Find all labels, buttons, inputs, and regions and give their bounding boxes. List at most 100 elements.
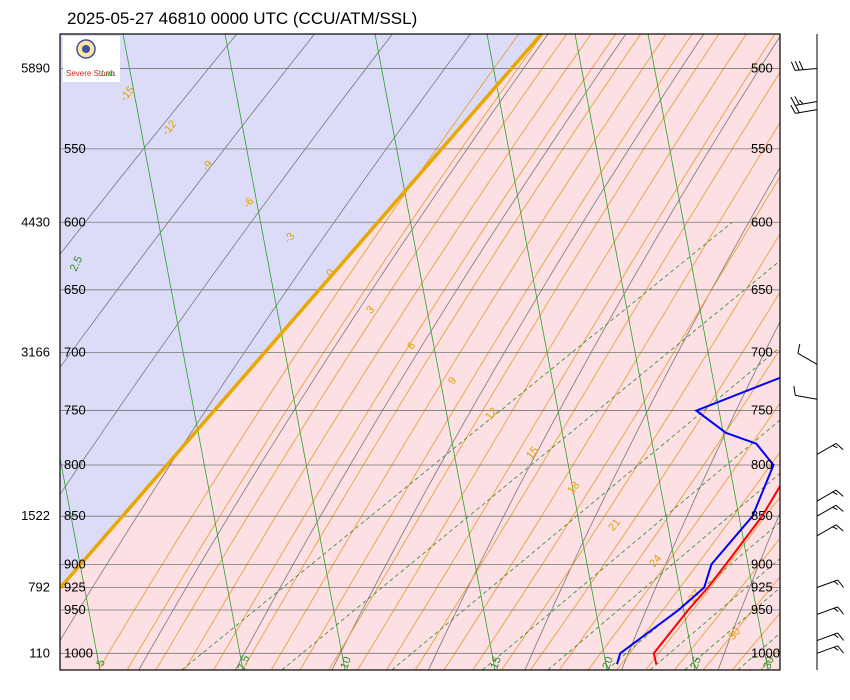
parcel-path-line xyxy=(60,34,544,590)
pressure-label-right: 600 xyxy=(751,214,773,229)
moist-adiabat xyxy=(126,34,544,670)
dry-adiabat xyxy=(815,34,850,670)
moist-adiabat xyxy=(530,291,780,670)
isotherm-label: 15 xyxy=(488,655,503,671)
wind-barb xyxy=(816,524,844,537)
barb-feather xyxy=(835,504,844,512)
barb-feather xyxy=(799,99,804,105)
barb-feather xyxy=(835,489,844,497)
moist-adiabat xyxy=(818,25,850,670)
barb-feather xyxy=(794,61,800,71)
pressure-label-right: 800 xyxy=(751,457,773,472)
plot-frame xyxy=(59,33,781,671)
moist-adiabat xyxy=(674,537,780,670)
pressure-label-right: 950 xyxy=(751,602,773,617)
wind-barb xyxy=(816,606,844,615)
temperature-line xyxy=(652,484,780,665)
barb-feather xyxy=(833,607,839,612)
barb-feather xyxy=(832,491,838,495)
barb-feather xyxy=(833,633,839,639)
barb-shaft xyxy=(816,645,838,654)
pressure-label-left: 950 xyxy=(64,602,86,617)
moist-adiabat xyxy=(616,451,780,670)
barb-feather xyxy=(793,385,796,396)
wind-barb xyxy=(790,60,818,71)
wind-barb xyxy=(790,104,818,114)
barb-shaft xyxy=(797,352,818,365)
moist-adiabat xyxy=(702,576,780,670)
moist-adiabat xyxy=(443,121,780,670)
height-label: 110 xyxy=(29,645,50,660)
dry-adiabat xyxy=(60,34,315,369)
barb-shaft xyxy=(816,489,837,502)
moist-adiabat xyxy=(386,34,776,670)
height-axis-labels: 5890 4430 3166 1522 792 110 xyxy=(21,60,50,660)
wind-barbs xyxy=(790,60,844,654)
moist-adiabat xyxy=(242,34,642,670)
barb-shaft xyxy=(816,579,838,588)
mixing-ratio-label: 2.5 xyxy=(68,254,85,273)
pressure-label-right: 650 xyxy=(751,282,773,297)
isotherm-label: 25 xyxy=(688,655,703,671)
logo-text: Severe Storm xyxy=(66,69,115,78)
barb-feather xyxy=(790,104,796,114)
pressure-label-left: 550 xyxy=(64,141,86,156)
pressure-label-left: 925 xyxy=(64,580,86,595)
pressure-label-right: 500 xyxy=(751,60,773,75)
pressure-label-left: 600 xyxy=(64,214,86,229)
pressure-label-right: 850 xyxy=(751,508,773,523)
height-label: 4430 xyxy=(21,214,50,229)
moist-adiabat xyxy=(213,34,617,670)
barb-feather xyxy=(798,60,804,70)
barb-feather xyxy=(790,61,796,71)
isobars xyxy=(60,68,780,654)
moist-adiabat xyxy=(645,496,780,670)
height-label: 3166 xyxy=(21,344,50,359)
barb-feather xyxy=(837,632,844,641)
barb-feather xyxy=(837,579,844,588)
pressure-label-right: 900 xyxy=(751,556,773,571)
moist-adiabat xyxy=(472,175,780,670)
moist-adiabat xyxy=(328,34,720,670)
isotherm-label: 30 xyxy=(761,655,776,671)
moist-adiabat xyxy=(270,34,667,670)
pressure-label-left: 700 xyxy=(64,344,86,359)
logo-suffix: Lab. xyxy=(101,69,117,78)
barb-shaft xyxy=(816,606,838,615)
barb-feather xyxy=(833,646,839,651)
lab-logo: Severe Storm Lab. xyxy=(63,36,120,82)
barb-feather xyxy=(794,104,800,113)
pressure-label-left: 650 xyxy=(64,282,86,297)
pressure-label-left: 800 xyxy=(64,457,86,472)
barb-feather xyxy=(835,443,844,451)
moist-adiabat xyxy=(501,233,780,670)
isotherm-label: 5 xyxy=(94,658,107,668)
barb-feather xyxy=(837,606,844,615)
barb-feather xyxy=(794,96,800,105)
dry-adiabat xyxy=(60,34,238,256)
moist-adiabat xyxy=(587,402,780,670)
height-label: 1522 xyxy=(21,508,50,523)
barb-shaft xyxy=(816,504,837,517)
pressure-label-right: 1000 xyxy=(751,645,780,660)
isotherm-label: 10 xyxy=(338,655,353,671)
pressure-label-right: 750 xyxy=(751,403,773,418)
wind-barb xyxy=(816,442,844,455)
wind-barb xyxy=(793,385,818,400)
barb-shaft xyxy=(795,394,818,400)
barb-shaft xyxy=(816,524,837,537)
moist-adiabat xyxy=(414,71,780,670)
pressure-label-right: 550 xyxy=(751,141,773,156)
height-label: 792 xyxy=(28,580,50,595)
wind-barb xyxy=(816,489,844,502)
height-label: 5890 xyxy=(21,60,50,75)
chart-title: 2025-05-27 46810 0000 UTC (CCU/ATM/SSL) xyxy=(67,9,417,28)
unstable-region xyxy=(60,34,545,588)
pressure-label-left: 850 xyxy=(64,508,86,523)
wind-barb xyxy=(790,96,818,106)
pressure-axis-labels: 5005005505506006006506507007007507508008… xyxy=(64,60,780,660)
pressure-label-left: 1000 xyxy=(64,645,93,660)
moist-adiabat xyxy=(155,34,568,670)
